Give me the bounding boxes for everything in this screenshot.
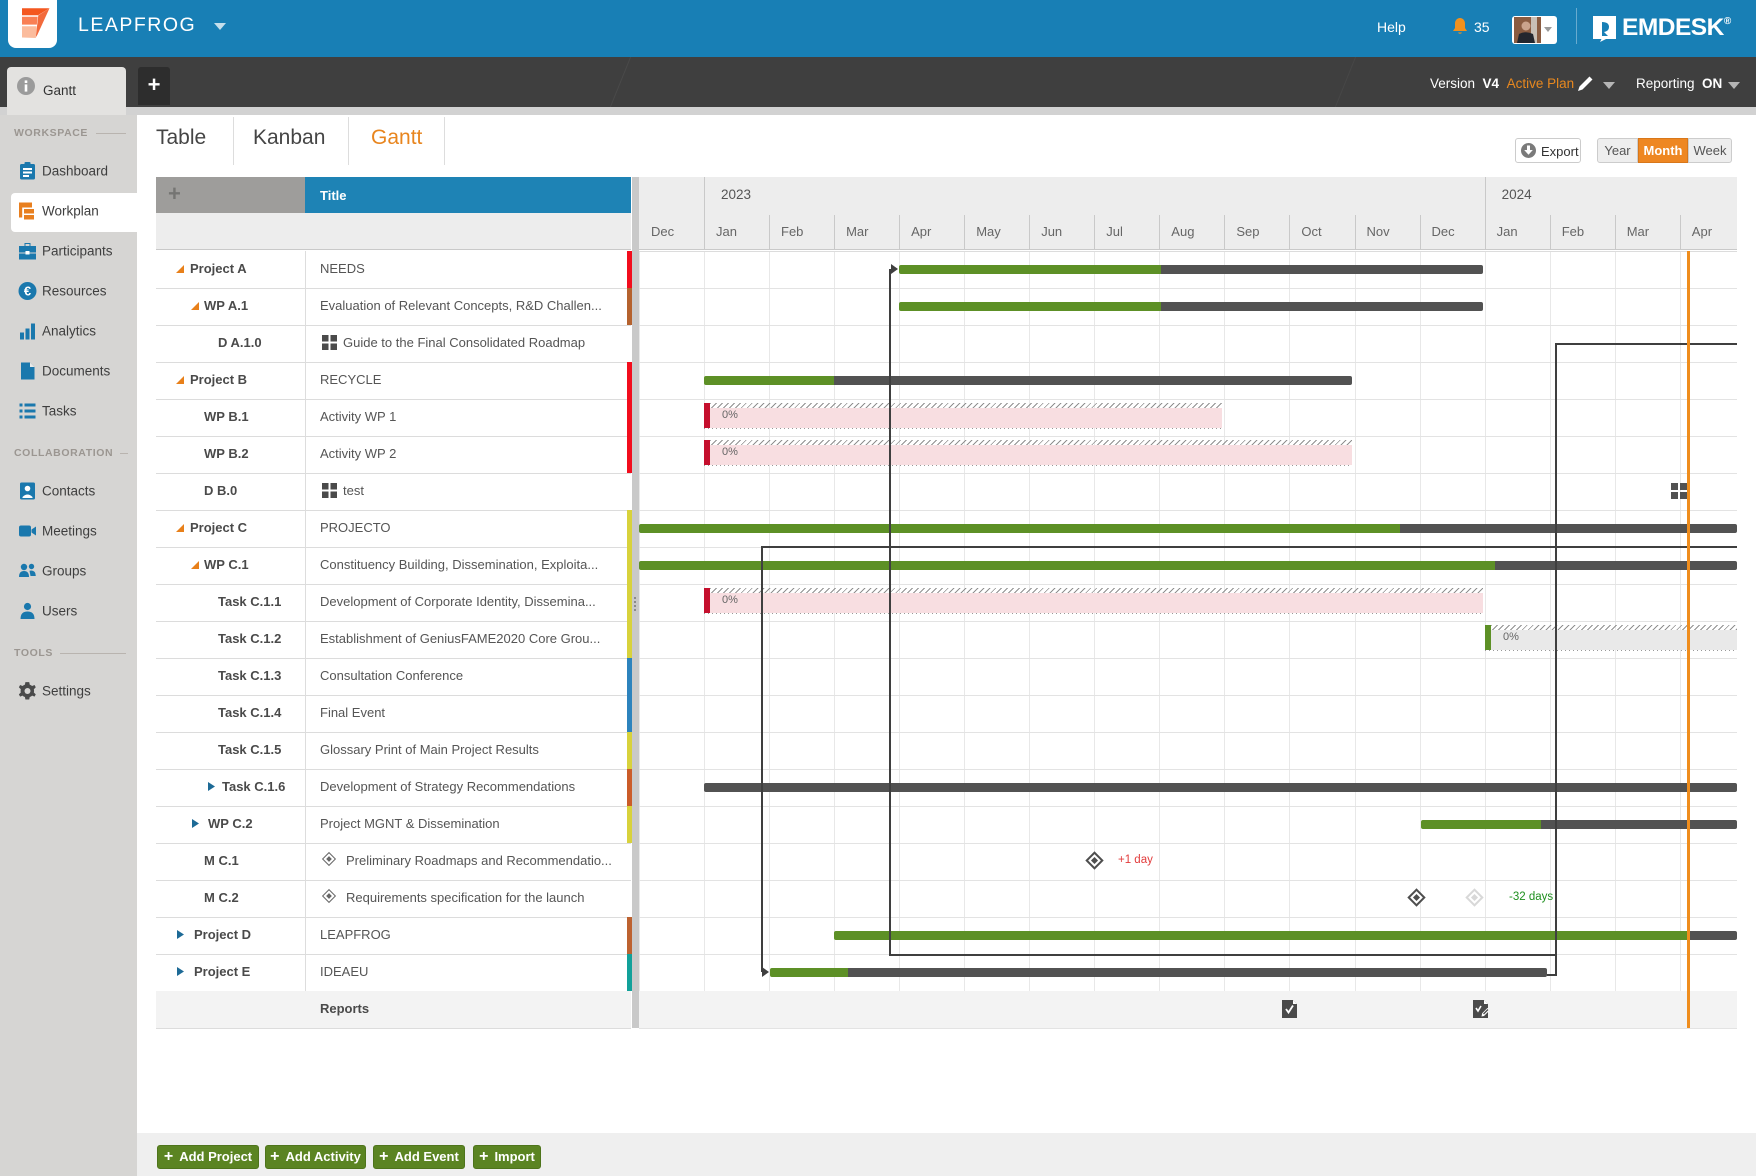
svg-text:€: €	[24, 284, 31, 299]
